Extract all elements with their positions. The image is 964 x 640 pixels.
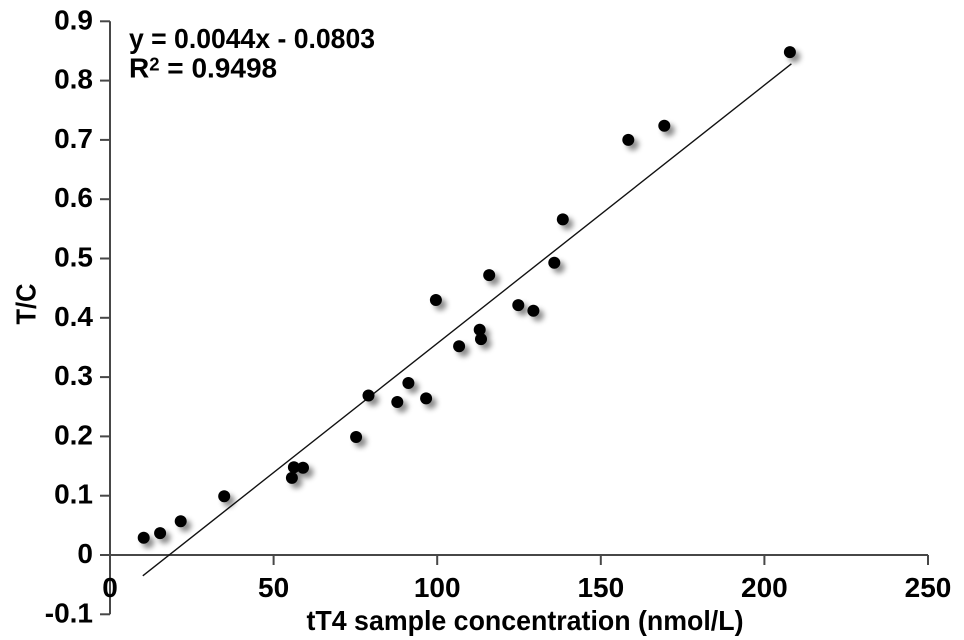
svg-text:0.7: 0.7 bbox=[54, 123, 93, 154]
svg-text:0.3: 0.3 bbox=[54, 360, 93, 391]
svg-text:100: 100 bbox=[414, 572, 461, 603]
svg-text:tT4 sample concentration (nmol: tT4 sample concentration (nmol/L) bbox=[307, 605, 744, 636]
svg-text:0: 0 bbox=[77, 538, 93, 569]
svg-text:0.9: 0.9 bbox=[54, 4, 93, 35]
svg-text:y = 0.0044x - 0.0803: y = 0.0044x - 0.0803 bbox=[129, 23, 375, 54]
svg-text:0.4: 0.4 bbox=[54, 301, 93, 332]
svg-text:0.8: 0.8 bbox=[54, 64, 93, 95]
svg-text:0: 0 bbox=[102, 572, 118, 603]
svg-text:T/C: T/C bbox=[11, 284, 42, 325]
svg-text:0.6: 0.6 bbox=[54, 182, 93, 213]
svg-text:0.2: 0.2 bbox=[54, 419, 93, 450]
svg-text:200: 200 bbox=[741, 572, 788, 603]
svg-text:0.1: 0.1 bbox=[54, 479, 93, 510]
svg-text:-0.1: -0.1 bbox=[45, 597, 93, 628]
svg-text:0.5: 0.5 bbox=[54, 242, 93, 273]
svg-text:150: 150 bbox=[577, 572, 624, 603]
svg-text:250: 250 bbox=[905, 572, 952, 603]
svg-text:50: 50 bbox=[258, 572, 289, 603]
